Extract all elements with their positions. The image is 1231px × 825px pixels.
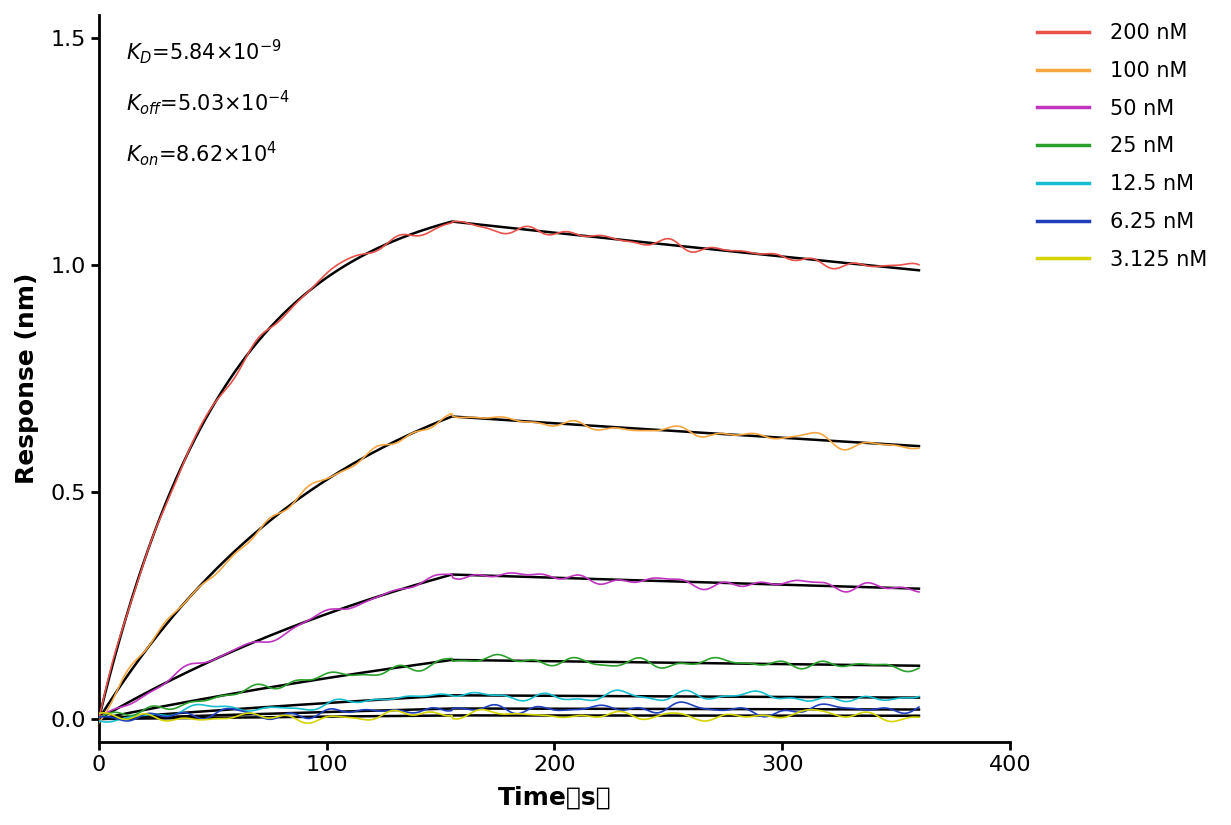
100 nM — [869, 439, 884, 449]
100 nM — [91, 718, 106, 728]
200 nM — [449, 216, 464, 226]
25 nM — [878, 659, 892, 669]
200 nM — [884, 261, 899, 271]
6.25 nM — [119, 716, 134, 726]
25 nM — [912, 663, 927, 673]
200 nM — [383, 236, 398, 246]
12.5 nM — [313, 703, 327, 713]
50 nM — [503, 568, 518, 577]
200 nM — [91, 714, 106, 724]
6.25 nM — [879, 703, 894, 713]
X-axis label: Time（s）: Time（s） — [497, 786, 612, 810]
6.25 nM — [313, 709, 327, 719]
3.125 nM — [885, 717, 900, 727]
Line: 100 nM: 100 nM — [98, 413, 920, 723]
Legend: 200 nM, 100 nM, 50 nM, 25 nM, 12.5 nM, 6.25 nM, 3.125 nM: 200 nM, 100 nM, 50 nM, 25 nM, 12.5 nM, 6… — [1028, 15, 1215, 278]
100 nM — [259, 517, 273, 527]
12.5 nM — [869, 694, 884, 704]
100 nM — [313, 476, 327, 486]
25 nM — [383, 665, 398, 675]
200 nM — [259, 326, 273, 336]
6.25 nM — [259, 714, 273, 724]
25 nM — [259, 681, 273, 691]
3.125 nM — [259, 713, 273, 723]
25 nM — [490, 649, 505, 659]
12.5 nM — [611, 686, 625, 695]
3.125 nM — [383, 706, 398, 716]
12.5 nM — [885, 695, 900, 705]
6.25 nM — [91, 712, 106, 722]
200 nM — [878, 261, 892, 271]
50 nM — [912, 587, 927, 597]
25 nM — [869, 660, 884, 670]
6.25 nM — [869, 704, 884, 714]
12.5 nM — [259, 703, 273, 713]
Line: 50 nM: 50 nM — [98, 573, 920, 718]
100 nM — [878, 440, 892, 450]
200 nM — [313, 275, 327, 285]
100 nM — [383, 440, 398, 450]
Text: $K_D$=5.84×10$^{-9}$
$K_{off}$=5.03×10$^{-4}$
$K_{on}$=8.62×10$^4$: $K_D$=5.84×10$^{-9}$ $K_{off}$=5.03×10$^… — [126, 37, 291, 168]
3.125 nM — [879, 715, 894, 725]
25 nM — [91, 713, 106, 723]
100 nM — [444, 408, 459, 418]
6.25 nM — [912, 702, 927, 712]
Y-axis label: Response (nm): Response (nm) — [15, 272, 39, 484]
12.5 nM — [383, 695, 398, 705]
6.25 nM — [885, 705, 900, 714]
12.5 nM — [912, 691, 927, 701]
Line: 6.25 nM: 6.25 nM — [98, 702, 920, 721]
50 nM — [91, 713, 106, 723]
50 nM — [383, 587, 398, 596]
3.125 nM — [912, 712, 927, 722]
3.125 nM — [475, 705, 490, 714]
6.25 nM — [383, 705, 398, 715]
25 nM — [884, 661, 899, 671]
6.25 nM — [673, 697, 688, 707]
3.125 nM — [300, 719, 315, 728]
25 nM — [313, 672, 327, 681]
50 nM — [878, 583, 892, 593]
50 nM — [313, 608, 327, 618]
50 nM — [259, 637, 273, 647]
Line: 200 nM: 200 nM — [98, 221, 920, 719]
50 nM — [869, 580, 884, 590]
12.5 nM — [100, 717, 114, 727]
12.5 nM — [879, 695, 894, 705]
50 nM — [884, 583, 899, 593]
Line: 3.125 nM: 3.125 nM — [98, 710, 920, 724]
12.5 nM — [91, 716, 106, 726]
100 nM — [884, 440, 899, 450]
Line: 25 nM: 25 nM — [98, 654, 920, 718]
100 nM — [912, 443, 927, 453]
200 nM — [869, 262, 884, 271]
3.125 nM — [313, 714, 327, 724]
3.125 nM — [91, 709, 106, 719]
200 nM — [912, 260, 927, 270]
3.125 nM — [869, 710, 884, 720]
Line: 12.5 nM: 12.5 nM — [98, 691, 920, 722]
